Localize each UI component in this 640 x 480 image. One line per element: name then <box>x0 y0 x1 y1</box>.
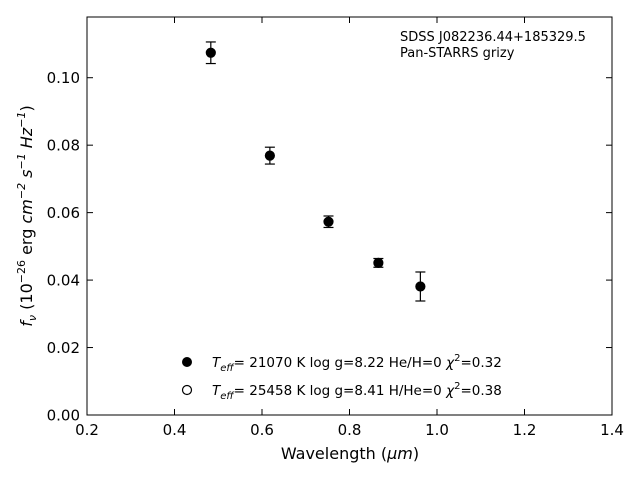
data-point <box>415 281 426 292</box>
x-axis-ticks: 0.2 0.4 0.6 0.8 1.0 1.2 1.4 <box>75 17 624 439</box>
data-point <box>373 257 384 268</box>
object-name-annotation: SDSS J082236.44+185329.5 <box>400 30 586 45</box>
x-tick-label: 0.4 <box>163 421 187 439</box>
y-tick-label: 0.10 <box>47 69 80 87</box>
survey-annotation: Pan-STARRS grizy <box>400 46 515 61</box>
y-tick-label: 0.08 <box>47 137 80 155</box>
y-tick-label: 0.06 <box>47 204 80 222</box>
data-point <box>323 216 334 227</box>
y-tick-label: 0.04 <box>47 272 80 290</box>
y-axis-ticks: 0.00 0.02 0.04 0.06 0.08 0.10 <box>47 69 612 425</box>
y-tick-label: 0.00 <box>47 407 80 425</box>
x-tick-label: 1.2 <box>513 421 537 439</box>
legend: Teff= 21070 K log g=8.22 He/H=0 χ2=0.32 … <box>181 353 502 402</box>
y-axis-label: fν (10−26 erg cm−2 s−1 Hz−1) <box>15 105 39 326</box>
data-point <box>264 150 275 161</box>
x-tick-label: 1.4 <box>600 421 624 439</box>
x-tick-label: 0.2 <box>75 421 99 439</box>
x-tick-label: 1.0 <box>425 421 449 439</box>
x-tick-label: 0.6 <box>250 421 274 439</box>
legend-marker-open <box>181 384 193 396</box>
data-point <box>205 47 216 58</box>
legend-entry-2: Teff= 25458 K log g=8.41 H/He=0 χ2=0.38 <box>212 381 502 402</box>
x-tick-label: 0.8 <box>338 421 362 439</box>
legend-entry-1: Teff= 21070 K log g=8.22 He/H=0 χ2=0.32 <box>212 353 502 374</box>
data-points <box>205 41 426 302</box>
y-tick-label: 0.02 <box>47 339 80 357</box>
x-axis-label: Wavelength (μm) <box>281 444 419 463</box>
legend-marker-filled <box>182 357 192 367</box>
